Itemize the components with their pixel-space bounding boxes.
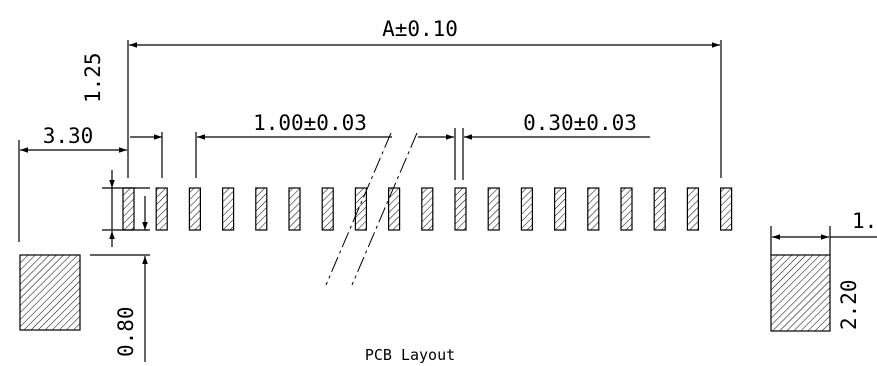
signal-pad [122, 187, 135, 231]
signal-pad [553, 187, 567, 231]
break-line-right [351, 132, 418, 286]
right-mount-pad [770, 254, 831, 332]
signal-pad [421, 187, 434, 231]
drawing-caption: PCB Layout [365, 346, 455, 364]
side-pad-width-label: 1. [852, 209, 877, 233]
signal-pad [520, 187, 534, 231]
signal-pad [686, 187, 700, 231]
signal-pad [653, 187, 666, 231]
signal-pad [719, 187, 733, 231]
signal-pad [620, 187, 633, 231]
top-offset-label: 1.25 [81, 52, 105, 103]
signal-pad [354, 187, 367, 231]
signal-pad [155, 187, 168, 231]
pad-width-label: 0.30±0.03 [523, 111, 637, 135]
signal-pad [388, 187, 401, 231]
signal-pad-row [122, 187, 733, 231]
pad-gap-label: 0.80 [114, 306, 138, 357]
signal-pad [255, 187, 268, 231]
signal-pad [454, 187, 467, 231]
signal-pad [487, 187, 500, 231]
mount-offset-label: 3.30 [43, 124, 94, 148]
signal-pad [321, 187, 334, 231]
signal-pad [587, 187, 600, 231]
side-pad-height-label: 2.20 [837, 279, 861, 330]
overall-length-label: A±0.10 [382, 17, 458, 41]
signal-pad [222, 187, 235, 231]
signal-pad [188, 187, 201, 231]
signal-pad [288, 187, 301, 231]
left-mount-pad [19, 254, 81, 331]
pitch-label: 1.00±0.03 [253, 111, 367, 135]
